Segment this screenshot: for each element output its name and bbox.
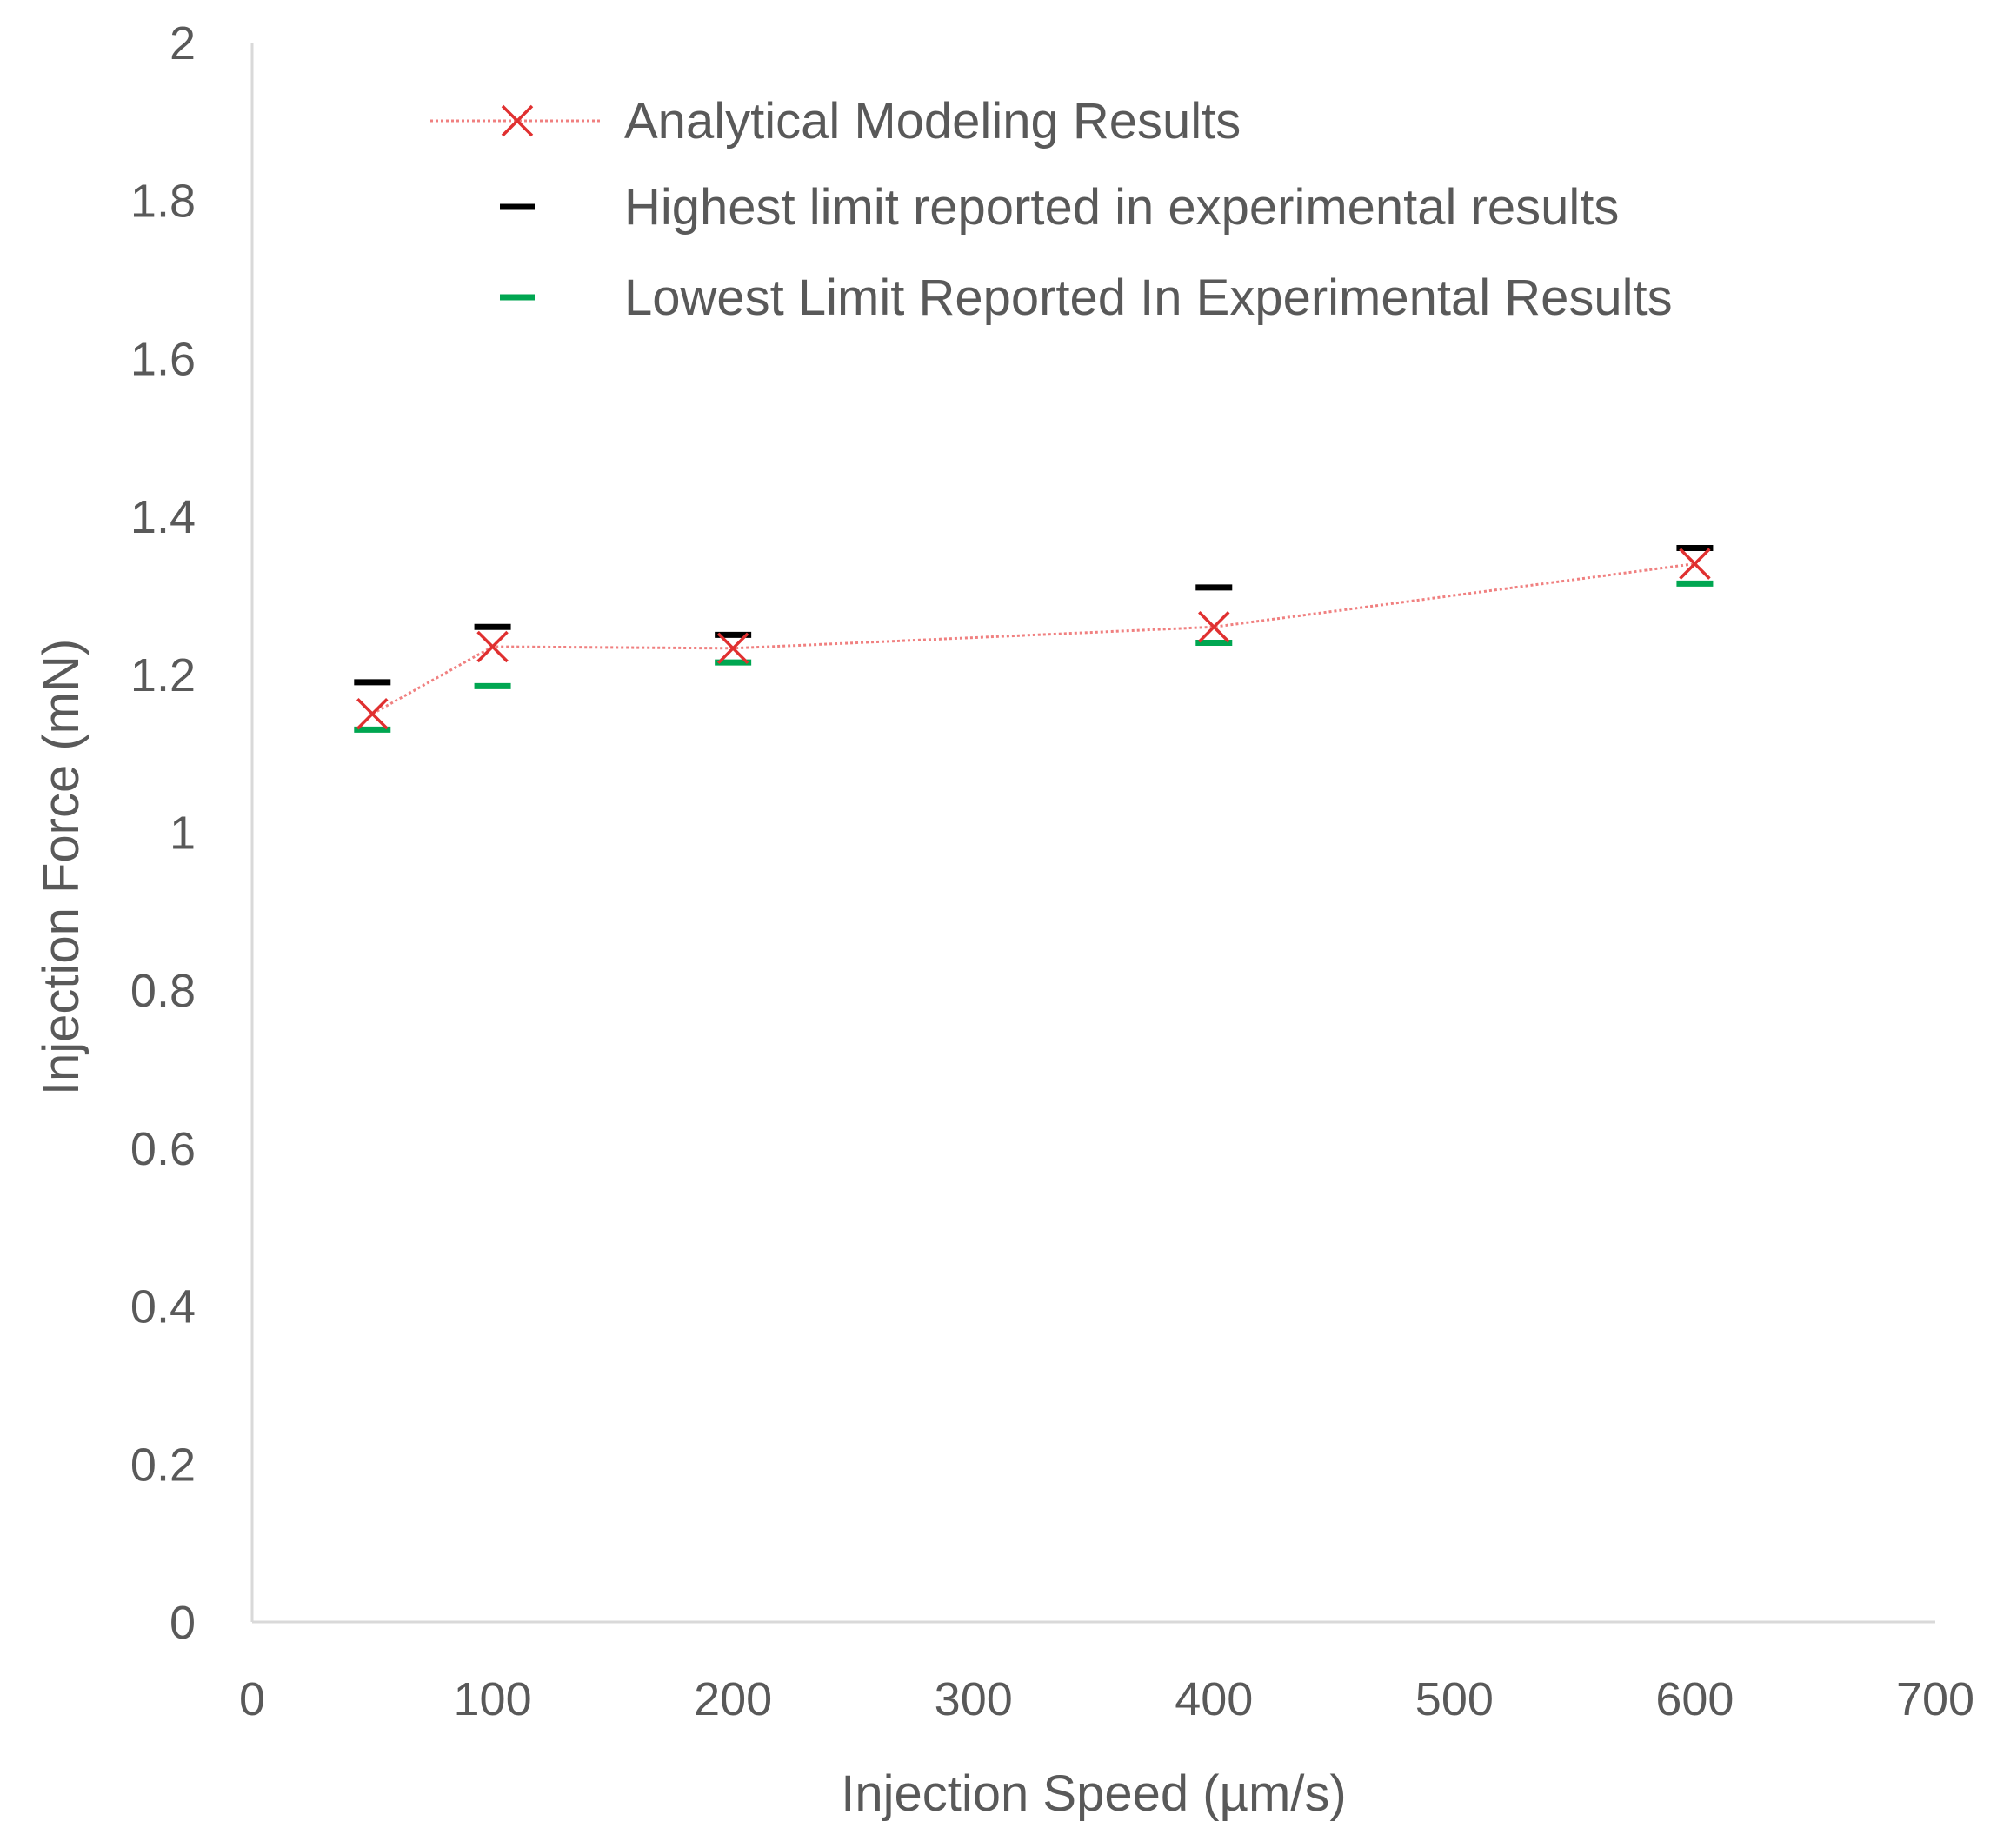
y-tick-label: 2 [170, 17, 196, 70]
x-stroke [476, 630, 509, 663]
data-point [1679, 548, 1711, 580]
data-point [716, 632, 749, 665]
y-tick-label: 0.6 [130, 1123, 196, 1175]
legend-label: Highest limit reported in experimental r… [624, 179, 1619, 236]
y-tick-label: 1.6 [130, 333, 196, 385]
axes [250, 43, 1935, 1624]
x-axis-title: Injection Speed (µm/s) [841, 1765, 1346, 1822]
x-stroke [1679, 548, 1711, 580]
x-tick-label: 100 [454, 1673, 532, 1725]
y-tick-labels: 0 0.2 0.4 0.6 0.8 1 1.2 1.4 1.6 1.8 2 [130, 17, 196, 1649]
data-point [356, 697, 389, 730]
y-tick-label: 0 [170, 1597, 196, 1649]
x-tick-labels: 0 100 200 300 400 500 600 700 [239, 1673, 1974, 1725]
x-tick-label: 600 [1655, 1673, 1734, 1725]
legend-x-marker-icon [501, 104, 534, 137]
legend-item: Lowest Limit Reported In Experimental Re… [500, 269, 1673, 326]
series-lowest-limit [354, 580, 1714, 733]
x-tick-label: 400 [1175, 1673, 1253, 1725]
y-tick-label: 1.8 [130, 176, 196, 228]
y-axis-title: Injection Force (mN) [33, 639, 90, 1095]
x-tick-label: 700 [1896, 1673, 1974, 1725]
x-stroke [356, 697, 389, 730]
x-tick-label: 200 [694, 1673, 772, 1725]
data-point [1198, 611, 1230, 643]
plot-area [354, 544, 1714, 733]
y-tick-label: 1.4 [130, 491, 196, 543]
legend: Analytical Modeling Results Highest limit… [430, 93, 1673, 326]
x-stroke [501, 104, 534, 137]
legend-item: Analytical Modeling Results [430, 93, 1241, 150]
x-tick-label: 500 [1415, 1673, 1494, 1725]
legend-label: Analytical Modeling Results [624, 93, 1241, 150]
x-tick-label: 300 [935, 1673, 1013, 1725]
x-tick-label: 0 [239, 1673, 265, 1725]
x-stroke [1198, 611, 1230, 643]
y-tick-label: 0.8 [130, 965, 196, 1017]
y-tick-label: 0.2 [130, 1439, 196, 1491]
series-line [371, 562, 1695, 715]
data-point [476, 630, 509, 663]
y-tick-label: 1 [170, 808, 196, 860]
legend-label: Lowest Limit Reported In Experimental Re… [624, 269, 1673, 326]
legend-item: Highest limit reported in experimental r… [500, 179, 1619, 236]
x-stroke [716, 632, 749, 665]
series-analytical-modeling [356, 548, 1711, 730]
series-highest-limit [354, 544, 1714, 686]
y-tick-label: 0.4 [130, 1281, 196, 1333]
y-tick-label: 1.2 [130, 649, 196, 701]
